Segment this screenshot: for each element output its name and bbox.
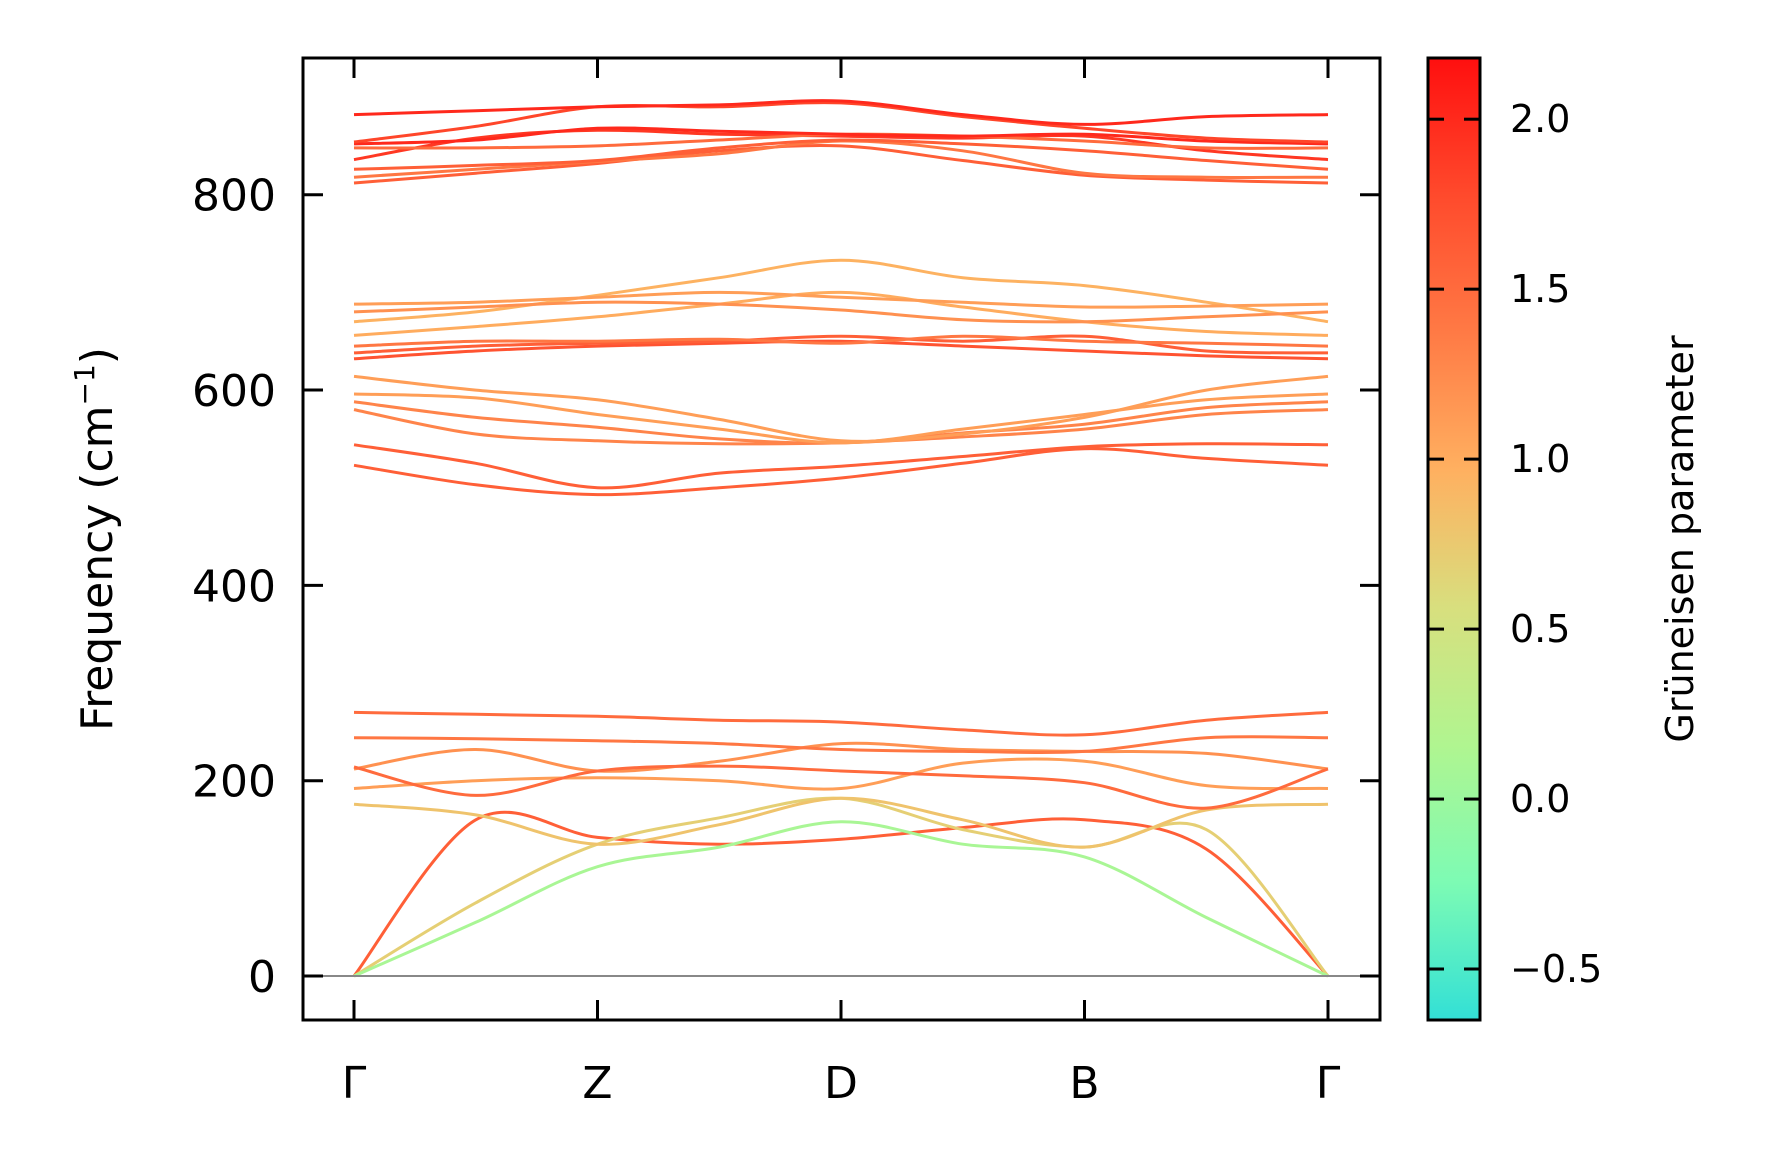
- band-line-20: [353, 258, 1329, 324]
- band-line-9: [353, 710, 1329, 737]
- y-axis-title-text: Frequency (cm: [72, 405, 123, 731]
- band-line-18: [353, 334, 1329, 348]
- band-line-28: [353, 126, 1329, 146]
- colorbar-tick-label: 2.0: [1510, 97, 1570, 141]
- y-tick-label: 800: [192, 171, 276, 222]
- band-line-16: [353, 339, 1329, 361]
- y-tick-label: 0: [248, 952, 276, 1003]
- band-line-19: [353, 290, 1329, 337]
- colorbar-tick-label: 0.0: [1510, 777, 1570, 821]
- band-line-10: [353, 447, 1329, 497]
- band-line-3: [353, 820, 1329, 978]
- band-line-5: [353, 757, 1329, 791]
- colorbar-tick-label: 1.0: [1510, 437, 1570, 481]
- colorbar-title: Grüneisen parameter: [1658, 335, 1702, 743]
- band-line-1: [352, 810, 1330, 978]
- colorbar-tick-label: 0.5: [1510, 607, 1570, 651]
- colorbar-tick-label: −0.5: [1510, 947, 1602, 991]
- band-line-17: [353, 334, 1329, 355]
- x-tick-label: D: [824, 1058, 858, 1109]
- x-tick-label: Γ: [342, 1058, 367, 1109]
- band-line-25: [353, 138, 1329, 171]
- x-tick-label: Γ: [1316, 1058, 1341, 1109]
- band-line-7: [353, 764, 1329, 810]
- band-line-30: [353, 99, 1329, 126]
- band-line-23: [353, 144, 1329, 185]
- plot-background: [303, 58, 1380, 1020]
- band-line-15: [353, 374, 1329, 443]
- band-line-22: [353, 290, 1329, 309]
- colorbar-ticks: −0.5 0.0 0.5 1.0 1.5 2.0: [1428, 97, 1602, 991]
- band-line-11: [353, 442, 1329, 490]
- colorbar: [1426, 56, 1482, 1022]
- band-line-6: [353, 741, 1329, 773]
- y-tick-label: 400: [192, 561, 276, 612]
- band-line-14: [353, 392, 1329, 445]
- band-line-21: [353, 300, 1329, 324]
- axis-ticks: 0 200 400 600 800 Γ Z D B Γ: [192, 58, 1380, 1109]
- x-tick-label: B: [1069, 1058, 1099, 1109]
- y-axis-title: Frequency (cm−1): [68, 347, 123, 731]
- y-axis-title-close: ): [72, 347, 123, 364]
- band-lines: [352, 99, 1330, 978]
- band-line-4: [353, 796, 1329, 849]
- y-tick-label: 200: [192, 757, 276, 808]
- colorbar-tick-label: 1.5: [1510, 267, 1570, 311]
- y-axis-title-unit-sup: −1: [68, 364, 101, 405]
- band-line-8: [353, 735, 1329, 754]
- y-tick-label: 600: [192, 366, 276, 417]
- x-tick-label: Z: [582, 1058, 612, 1109]
- band-line-29: [353, 101, 1329, 144]
